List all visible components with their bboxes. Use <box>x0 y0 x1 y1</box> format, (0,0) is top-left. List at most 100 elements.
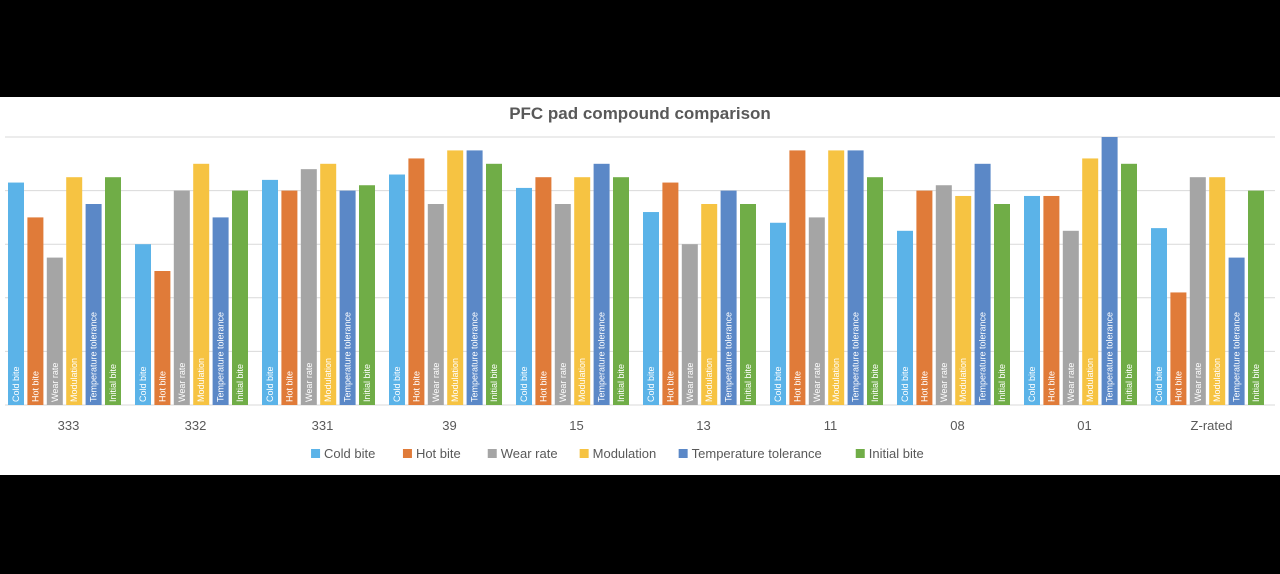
bar-08-initial-bite <box>994 204 1010 405</box>
bar-11-temperature-tolerance <box>847 150 864 405</box>
bar-data-label: Hot bite <box>792 371 802 402</box>
bar-332-temperature-tolerance <box>212 217 229 405</box>
bar-data-label: Cold bite <box>646 366 656 402</box>
category-label-331: 331 <box>312 418 334 433</box>
bar-data-label: Initial bite <box>743 364 753 402</box>
bar-39-wear-rate <box>427 204 444 405</box>
bar-331-hot-bite <box>281 190 298 405</box>
bar-z-rated-hot-bite <box>1170 292 1187 405</box>
bar-data-label: Initial bite <box>616 364 626 402</box>
bar-39-temperature-tolerance <box>466 150 483 405</box>
bar-data-label: Hot bite <box>919 371 929 402</box>
bar-331-modulation <box>320 163 337 405</box>
bar-15-temperature-tolerance <box>593 163 610 405</box>
bar-01-wear-rate <box>1062 230 1079 405</box>
bar-15-initial-bite <box>613 177 629 405</box>
bar-data-label: Wear rate <box>558 363 568 402</box>
bar-data-label: Wear rate <box>939 363 949 402</box>
bar-data-label: Cold bite <box>519 366 529 402</box>
bar-11-cold-bite <box>770 222 786 405</box>
bar-333-hot-bite <box>27 217 44 405</box>
legend-swatch <box>311 449 321 458</box>
bar-15-modulation <box>574 177 591 405</box>
bar-01-temperature-tolerance <box>1101 137 1118 405</box>
bar-data-label: Temperature tolerance <box>724 312 734 402</box>
legend-item-cold-bite: Cold bite <box>311 446 375 461</box>
bar-39-hot-bite <box>408 158 425 405</box>
bar-15-hot-bite <box>535 177 552 405</box>
bar-15-cold-bite <box>516 187 532 405</box>
bar-01-modulation <box>1082 158 1099 405</box>
bar-data-label: Wear rate <box>177 363 187 402</box>
category-label-z-rated: Z-rated <box>1191 418 1233 433</box>
legend-item-initial-bite: Initial bite <box>855 446 924 461</box>
bar-13-temperature-tolerance <box>720 190 737 405</box>
category-label-01: 01 <box>1077 418 1091 433</box>
bar-13-modulation <box>701 204 718 405</box>
bar-01-hot-bite <box>1043 195 1060 405</box>
bar-39-cold-bite <box>389 174 405 405</box>
bar-data-label: Initial bite <box>1124 364 1134 402</box>
bar-333-initial-bite <box>105 177 121 405</box>
legend-label: Wear rate <box>501 446 558 461</box>
bar-01-cold-bite <box>1024 195 1040 405</box>
bar-data-label: Modulation <box>831 358 841 402</box>
legend-swatch <box>678 449 688 458</box>
bar-data-label: Wear rate <box>431 363 441 402</box>
bar-data-label: Wear rate <box>685 363 695 402</box>
bar-data-label: Initial bite <box>870 364 880 402</box>
category-label-39: 39 <box>442 418 456 433</box>
bar-data-label: Hot bite <box>1046 371 1056 402</box>
bar-data-label: Temperature tolerance <box>1232 312 1242 402</box>
bar-data-label: Cold bite <box>900 366 910 402</box>
bar-331-temperature-tolerance <box>339 190 356 405</box>
chart-panel: PFC pad compound comparison Cold bite Hot… <box>0 97 1280 475</box>
bar-11-wear-rate <box>808 217 825 405</box>
bar-data-label: Hot bite <box>284 371 294 402</box>
legend-label: Modulation <box>593 446 657 461</box>
bar-data-label: Hot bite <box>1173 371 1183 402</box>
bar-z-rated-cold-bite <box>1151 228 1167 405</box>
bar-332-modulation <box>193 163 210 405</box>
bar-01-initial-bite <box>1121 163 1137 405</box>
legend-swatch <box>855 449 865 458</box>
bar-data-label: Modulation <box>450 358 460 402</box>
legend-swatch <box>579 449 589 458</box>
bar-13-initial-bite <box>740 204 756 405</box>
legend-label: Hot bite <box>416 446 461 461</box>
category-label-333: 333 <box>58 418 80 433</box>
bar-39-modulation <box>447 150 464 405</box>
bar-data-label: Temperature tolerance <box>343 312 353 402</box>
bar-data-label: Modulation <box>704 358 714 402</box>
legend-item-wear-rate: Wear rate <box>487 446 558 461</box>
bar-data-label: Cold bite <box>265 366 275 402</box>
legend-swatch <box>487 449 497 458</box>
bar-331-wear-rate <box>300 169 317 405</box>
bar-z-rated-modulation <box>1209 177 1226 405</box>
category-labels: 333 332 331 39 15 13 11 08 01 Z-rated <box>58 418 1233 433</box>
bar-data-label: Wear rate <box>304 363 314 402</box>
bar-331-initial-bite <box>359 185 375 405</box>
bar-data-label: Hot bite <box>157 371 167 402</box>
bar-data-label: Wear rate <box>1066 363 1076 402</box>
bar-data-label: Temperature tolerance <box>89 312 99 402</box>
category-label-332: 332 <box>185 418 207 433</box>
bar-data-label: Initial bite <box>1251 364 1261 402</box>
bar-11-initial-bite <box>867 177 883 405</box>
bar-data-label: Temperature tolerance <box>470 312 480 402</box>
bar-data-label: Wear rate <box>50 363 60 402</box>
legend: Cold bite Hot bite Wear rate Modulation Temp… <box>311 446 924 461</box>
bar-data-label: Hot bite <box>665 371 675 402</box>
bar-331-cold-bite <box>262 179 278 405</box>
bar-333-modulation <box>66 177 83 405</box>
bar-data-label: Wear rate <box>1193 363 1203 402</box>
bar-08-cold-bite <box>897 230 913 405</box>
bar-data-label: Temperature tolerance <box>1105 312 1115 402</box>
bar-332-hot-bite <box>154 271 171 405</box>
bar-data-label: Hot bite <box>30 371 40 402</box>
bar-data-label: Temperature tolerance <box>978 312 988 402</box>
bar-332-initial-bite <box>232 190 248 405</box>
legend-item-modulation: Modulation <box>579 446 657 461</box>
category-label-15: 15 <box>569 418 583 433</box>
bar-z-rated-temperature-tolerance <box>1228 257 1245 405</box>
